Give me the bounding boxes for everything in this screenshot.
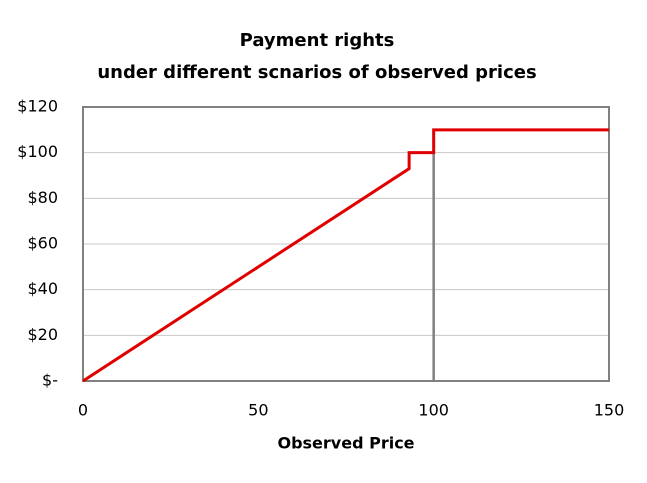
chart-title: Payment rights bbox=[240, 30, 395, 51]
y-tick-label: $- bbox=[42, 371, 58, 390]
x-tick-label: 0 bbox=[78, 401, 88, 420]
x-tick-label: 150 bbox=[594, 401, 625, 420]
line-series bbox=[82, 128, 609, 383]
y-tick-label: $100 bbox=[17, 142, 58, 161]
y-tick-label: $20 bbox=[27, 325, 58, 344]
x-tick-label: 100 bbox=[418, 401, 449, 420]
x-tick-label: 50 bbox=[248, 401, 268, 420]
y-tick-label: $40 bbox=[27, 279, 58, 298]
y-tick-label: $80 bbox=[27, 188, 58, 207]
y-tick-label: $120 bbox=[17, 97, 58, 116]
x-axis-label: Observed Price bbox=[277, 434, 414, 453]
plot-frame bbox=[82, 106, 610, 382]
chart-subtitle: under different scnarios of observed pri… bbox=[97, 62, 536, 83]
y-tick-label: $60 bbox=[27, 234, 58, 253]
